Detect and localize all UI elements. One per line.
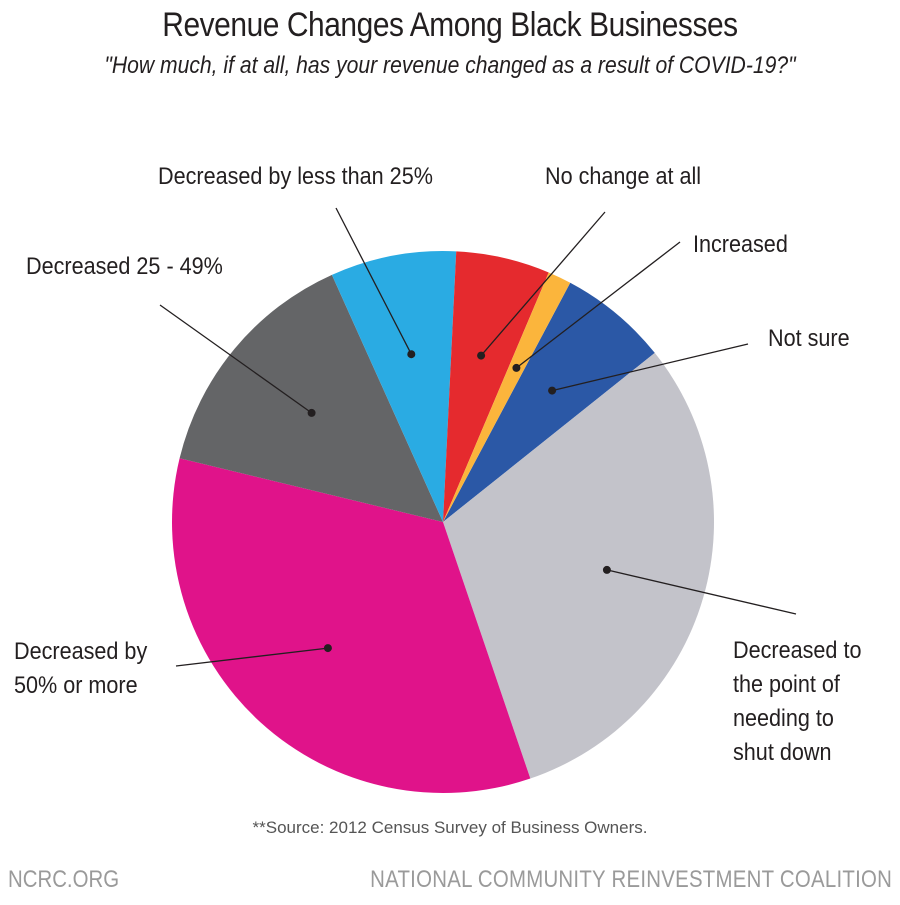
leader-dot (548, 386, 557, 395)
leader-line (551, 343, 749, 392)
slice-label-line: Decreased to (733, 636, 861, 663)
leader-dot (407, 350, 416, 359)
slice-label-line: Decreased by (14, 637, 148, 664)
slice-label-line: 50% or more (14, 671, 138, 698)
leader-dot (477, 351, 486, 360)
slice-label: Not sure (768, 324, 850, 351)
pie-slice-increased (443, 272, 571, 522)
slice-label: Decreased 25 - 49% (26, 252, 223, 279)
slice-label-line: Not sure (768, 324, 850, 351)
slice-label: Decreased to the point of needing to shut d… (733, 636, 861, 765)
pie-slice-not-sure (443, 282, 655, 522)
pie-slice-decreased-25-49 (179, 274, 443, 522)
slice-label-line: needing to (733, 704, 834, 731)
pie-slice-no-change-at-all (443, 251, 549, 522)
leader-dot (602, 565, 611, 574)
leader-line (516, 241, 681, 369)
leader-dot (307, 408, 316, 417)
pie-slice-decreased-to-the-point-of-needing-to-shut-down (443, 352, 714, 779)
leader-line (606, 569, 797, 615)
slice-label-line: the point of (733, 670, 840, 697)
slice-label-line: Increased (693, 230, 788, 257)
slice-label-line: shut down (733, 738, 831, 765)
footer-organization: NATIONAL COMMUNITY REINVESTMENT COALITIO… (369, 866, 892, 893)
leader-dot (323, 644, 332, 653)
chart-title: Revenue Changes Among Black Businesses (162, 6, 738, 44)
pie-slice-decreased-by-less-than-25 (331, 250, 457, 522)
footer-website: NCRC.ORG (8, 866, 120, 893)
pie-slice-decreased-by-50-or-more (172, 458, 531, 793)
slice-label-line: Decreased by less than 25% (158, 162, 433, 189)
leader-line (335, 207, 412, 355)
source-note: **Source: 2012 Census Survey of Business… (252, 818, 648, 837)
slice-label: Decreased by 50% or more (14, 637, 148, 698)
leader-dot (512, 363, 521, 372)
slice-label-line: Decreased 25 - 49% (26, 252, 223, 279)
chart-subtitle: "How much, if at all, has your revenue c… (104, 52, 796, 79)
slice-label-line: No change at all (545, 162, 701, 189)
leader-line (480, 211, 606, 357)
slice-label: Decreased by less than 25% (158, 162, 433, 189)
slice-label: Increased (693, 230, 788, 257)
slice-label: No change at all (545, 162, 701, 189)
leader-line (159, 304, 312, 414)
leader-line (175, 647, 328, 667)
